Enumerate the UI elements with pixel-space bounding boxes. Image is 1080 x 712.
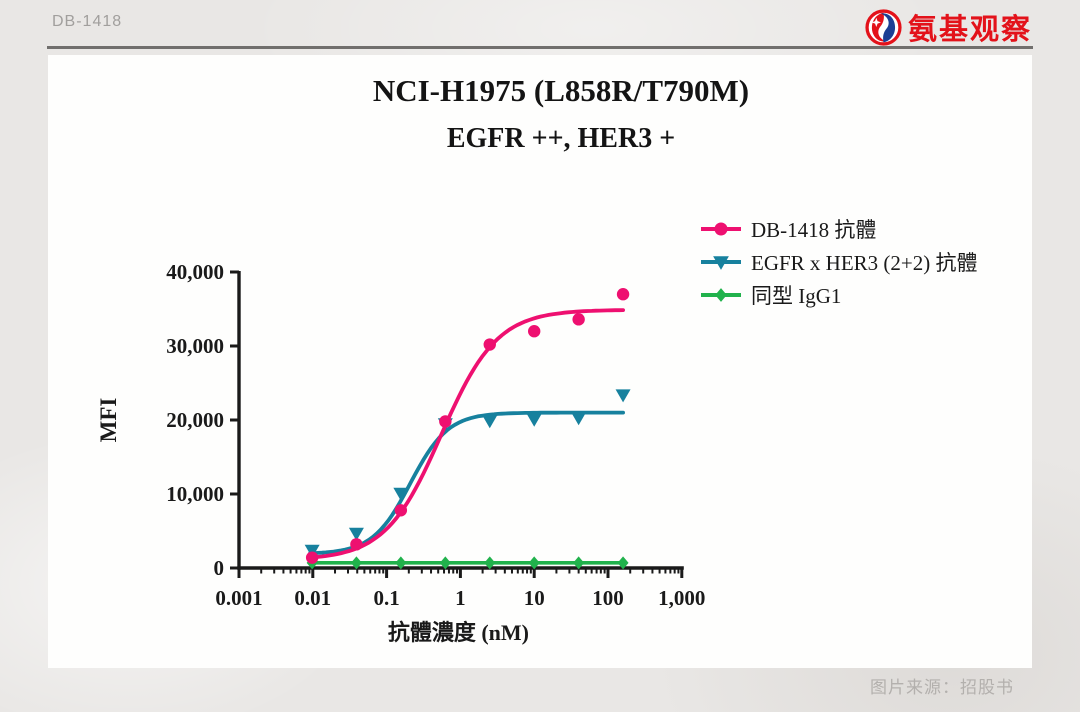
y-tick-label: 30,000 [166,334,224,358]
data-point-circle [528,325,541,338]
x-axis-title: 抗體濃度 (nM) [388,620,529,645]
legend-marker-icon [701,221,741,236]
x-tick-label: 10 [524,586,545,610]
chart-title-line2: EGFR ++, HER3 + [446,123,676,154]
x-tick-label: 0.1 [373,586,399,610]
data-point-triangle [304,544,320,558]
data-point-circle [439,415,452,428]
legend-item: 同型 IgG1 [700,278,978,311]
brand-logo: 氨基观察 [865,7,1032,47]
fit-curve [308,308,625,560]
data-point-diamond [573,556,585,570]
brand-name: 氨基观察 [907,14,1032,46]
data-point-triangle [526,413,542,427]
legend-marker-icon [701,255,741,270]
data-point-diamond [528,556,540,570]
legend-item: DB-1418 抗體 [700,212,978,245]
chart-title-line1: NCI-H1975 (L858R/T790M) [372,73,750,108]
data-point-circle [483,338,496,351]
data-point-triangle [348,527,364,541]
y-tick-label: 10,000 [166,482,224,506]
header-divider [47,46,1033,49]
data-point-triangle [571,412,587,426]
y-tick-label: 40,000 [166,260,224,284]
legend-item-label: 同型 IgG1 [751,283,842,308]
axes: 0 10,000 20,000 30,000 40,000 0.001 0.01 0.1 1 10… [96,260,705,645]
y-tick-label: 20,000 [166,408,224,432]
legend-item-label: EGFR x HER3 (2+2) 抗體 [751,250,978,275]
source-caption: 图片来源：招股书 [870,678,1014,697]
data-point-circle [350,538,363,551]
x-tick-label: 1 [455,586,466,610]
x-tick-label: 100 [592,586,624,610]
y-axis-title: MFI [96,398,121,443]
data-point-circle [394,504,408,517]
data-point-diamond [439,556,451,570]
doc-label: DB-1418 [52,13,123,30]
series-triangle-down [304,389,631,558]
legend: DB-1418 抗體 EGFR x HER3 (2+2) 抗體 同型 IgG1 [700,212,978,311]
data-point-triangle [482,415,498,429]
series-circle [305,288,630,564]
x-tick-label: 1,000 [658,586,705,610]
dose-response-chart: 0 10,000 20,000 30,000 40,000 0.001 0.01 0.1 1 10… [96,260,705,645]
data-point-circle [616,288,630,301]
brand-logo-icon [865,8,902,46]
data-point-circle [714,221,728,236]
data-point-triangle [393,487,409,501]
legend-marker-icon [701,287,741,302]
legend-item: EGFR x HER3 (2+2) 抗體 [700,245,978,278]
data-point-diamond [395,556,407,570]
data-point-diamond [715,287,727,302]
data-point-circle [572,313,585,326]
series-diamond [306,556,629,570]
x-tick-label: 0.001 [215,586,262,610]
x-tick-label: 0.01 [294,586,331,610]
data-point-triangle [615,389,631,403]
data-point-circle [305,551,319,564]
y-tick-label: 0 [214,556,225,580]
legend-item-label: DB-1418 抗體 [751,217,877,242]
data-point-diamond [350,556,362,570]
data-point-diamond [617,556,629,570]
data-point-diamond [484,556,496,570]
data-point-triangle [713,255,729,270]
chart-card: NCI-H1975 (L858R/T790M) EGFR ++, HER3 + … [48,55,1032,668]
